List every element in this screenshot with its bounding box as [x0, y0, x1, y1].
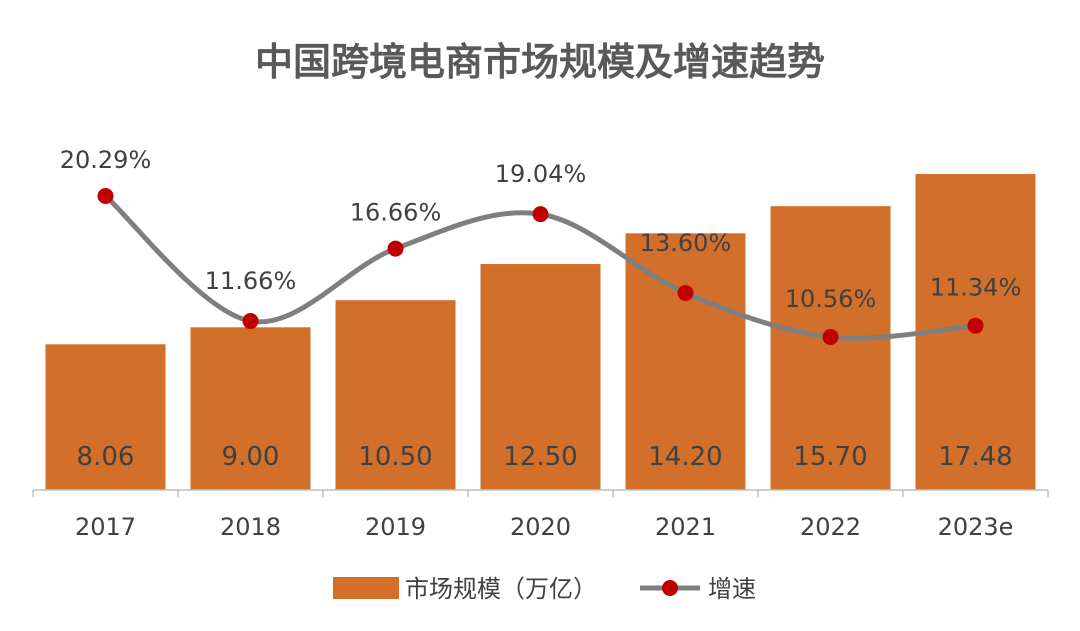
- growth-marker-2020: [532, 206, 549, 223]
- bar-value-label: 17.48: [938, 442, 1012, 472]
- bar-2017: [45, 344, 166, 490]
- growth-rate-label: 11.34%: [930, 274, 1022, 302]
- growth-rate-label: 13.60%: [640, 229, 732, 257]
- growth-rate-label: 11.66%: [205, 267, 297, 295]
- bar-value-label: 9.00: [222, 442, 280, 472]
- bar-2019: [335, 300, 456, 490]
- x-tick-label: 2021: [655, 513, 716, 541]
- bar-value-label: 14.20: [648, 442, 722, 472]
- growth-rate-label: 19.04%: [495, 160, 587, 188]
- growth-line-layer: 20.29% 11.66% 16.66% 19.04% 13.60% 10.56% 11.3…: [60, 146, 1022, 345]
- growth-marker-2021: [677, 284, 694, 301]
- growth-marker-2022: [822, 329, 839, 345]
- growth-marker-2019: [387, 240, 404, 257]
- x-tick-label: 2017: [75, 513, 136, 541]
- bar-value-label: 10.50: [358, 442, 432, 472]
- bar-2020: [480, 264, 601, 490]
- growth-marker-2017: [97, 188, 114, 204]
- bar-2018: [190, 327, 311, 490]
- chart-title: 中国跨境电商市场规模及增速趋势: [255, 40, 825, 84]
- x-tick-label: 2018: [220, 513, 281, 541]
- bar-value-label: 8.06: [77, 442, 135, 472]
- legend-label-line: 增速: [708, 575, 756, 603]
- bar-2021: [625, 233, 746, 490]
- bar-value-label: 15.70: [793, 442, 867, 472]
- x-tick-label: 2019: [365, 513, 426, 541]
- x-axis: 2017 2018 2019 2020 2021 2022 2023e: [32, 489, 1049, 541]
- bars-layer: 8.06 9.00 10.50 12.50 14.20 15.70 17.48: [45, 174, 1036, 490]
- growth-rate-label: 20.29%: [60, 146, 152, 174]
- growth-rate-label: 16.66%: [350, 199, 442, 227]
- legend-label-bar: 市场规模（万亿）: [405, 575, 597, 603]
- legend-swatch-bar: [333, 577, 399, 599]
- x-tick-label: 2022: [800, 513, 861, 541]
- bar-2022: [770, 206, 891, 490]
- growth-rate-label: 10.56%: [785, 285, 877, 313]
- x-tick-label: 2023e: [938, 513, 1014, 541]
- growth-marker-2018: [242, 313, 259, 330]
- legend-swatch-marker: [662, 580, 678, 596]
- x-tick-label: 2020: [510, 513, 571, 541]
- legend: 市场规模（万亿） 增速: [333, 575, 756, 603]
- growth-marker-2023e: [967, 317, 984, 334]
- bar-value-label: 12.50: [503, 442, 577, 472]
